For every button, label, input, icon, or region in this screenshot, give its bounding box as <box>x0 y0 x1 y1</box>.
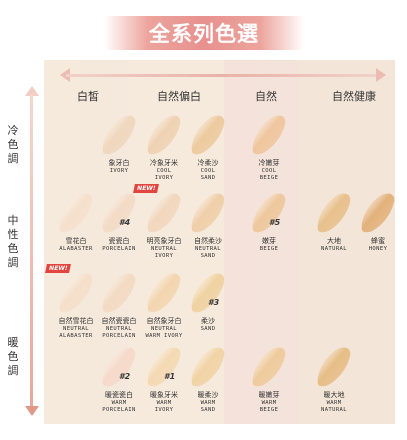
shade-name-zh: 暖瓷瓷白 <box>105 391 133 399</box>
shade-name-zh: 嫩芽 <box>262 237 276 245</box>
rank-badge: #1 <box>164 372 176 381</box>
shade-name-en-line1: NEUTRAL <box>63 326 89 332</box>
shade-name-en-line2: IVORY <box>154 253 174 259</box>
shade-name-zh: 蜂蜜 <box>371 237 385 245</box>
shade-name-en-line1: WARM <box>200 400 216 406</box>
shade-swatch-warm-ivory <box>140 344 188 388</box>
shade-name-en-line1: SAND <box>200 326 216 332</box>
shade-name-zh: 自然雪花白 <box>58 317 94 325</box>
shade-name-en-line1: HONEY <box>368 246 388 252</box>
shade-name-en-line1: WARM <box>156 400 172 406</box>
page-title: 全系列色選 <box>149 22 259 46</box>
shade-swatch-cool-sand <box>184 112 232 156</box>
shade-name-en-line1: WARM <box>111 400 127 406</box>
shade-swatch-cool-ivory <box>140 112 188 156</box>
shade-name-en-line2: NATURAL <box>321 407 347 413</box>
shade-name-en-line1: WARM <box>326 400 342 406</box>
shade-name-en-line2: IVORY <box>154 175 174 181</box>
shade-swatch-alabaster <box>52 190 100 234</box>
shade-name-zh: 冷嫩芽 <box>258 159 280 167</box>
shade-name-en-line2: ALABASTER <box>59 333 93 339</box>
shade-name-en-line2: WARM IVORY <box>145 333 183 339</box>
shade-swatch-beige <box>245 190 293 234</box>
new-badge: NEW! <box>133 184 160 193</box>
shade-name-zh: 自然象牙白 <box>146 317 182 325</box>
shade-name-en-line1: NEUTRAL <box>195 246 221 252</box>
shade-name-zh: 自然瓷瓷白 <box>101 317 137 325</box>
shade-name-zh: 大地 <box>327 237 341 245</box>
shade-name-zh: 柔沙 <box>201 317 215 325</box>
shade-name-en-line1: PORCELAIN <box>102 246 136 252</box>
shade-swatch-neutral-warm-ivory <box>140 270 188 314</box>
shade-name-en-line2: SAND <box>200 253 216 259</box>
shade-name-en-line1: COOL <box>156 168 172 174</box>
shade-name-zh: 自然柔沙 <box>194 237 222 245</box>
shade-name-zh: 明亮象牙白 <box>146 237 182 245</box>
shade-name-en-line2: SAND <box>200 407 216 413</box>
row-label-warm: 暖色調 <box>7 336 19 377</box>
shade-swatch-warm-porcelain <box>95 344 143 388</box>
shade-name-en-line2: SAND <box>200 175 216 181</box>
shade-name-en-line1: NEUTRAL <box>151 326 177 332</box>
shade-name-zh: 暖嫩芽 <box>258 391 280 399</box>
title-banner: 全系列色選 <box>104 16 304 50</box>
shade-name-zh: 雪花白 <box>65 237 87 245</box>
shade-name-zh: 暖大地 <box>323 391 345 399</box>
shade-name-en-line1: NATURAL <box>321 246 347 252</box>
shade-name-zh: 象牙白 <box>108 159 130 167</box>
column-header-natural: 自然 <box>255 90 277 103</box>
shade-name-en-line2: IVORY <box>154 407 174 413</box>
shade-swatch-neutral-porcelain <box>95 270 143 314</box>
horizontal-double-arrow-icon <box>60 68 386 82</box>
rank-badge: #3 <box>208 298 220 307</box>
rank-badge: #4 <box>119 218 131 227</box>
shade-swatch-neutral-ivory <box>140 190 188 234</box>
shade-name-en-line2: BEIGE <box>259 407 279 413</box>
shade-swatch-warm-sand <box>184 344 232 388</box>
shade-swatch-sand <box>184 270 232 314</box>
shade-swatch-natural <box>310 190 358 234</box>
shade-name-zh: 暖柔沙 <box>197 391 219 399</box>
shade-swatch-cool-beige <box>245 112 293 156</box>
shade-name-en-line1: WARM <box>261 400 277 406</box>
shade-name-en-line1: BEIGE <box>259 246 279 252</box>
shade-name-en-line2: PORCELAIN <box>102 333 136 339</box>
shade-swatch-porcelain <box>95 190 143 234</box>
shade-swatch-warm-beige <box>245 344 293 388</box>
shade-swatch-honey <box>354 190 402 234</box>
new-badge: NEW! <box>45 264 72 273</box>
vertical-double-arrow-icon <box>25 86 39 416</box>
shade-swatch-ivory <box>95 112 143 156</box>
shade-name-en-line1: NEUTRAL <box>106 326 132 332</box>
shade-name-en-line1: ALABASTER <box>59 246 93 252</box>
shade-name-en-line1: IVORY <box>109 168 129 174</box>
shade-swatch-neutral-alabaster <box>52 270 100 314</box>
shade-name-zh: 冷柔沙 <box>197 159 219 167</box>
column-header-natural-healthy: 自然健康 <box>332 90 376 103</box>
shade-name-en-line2: BEIGE <box>259 175 279 181</box>
rank-badge: #5 <box>269 218 281 227</box>
shade-name-zh: 暖象牙米 <box>150 391 178 399</box>
shade-name-zh: 冷象牙米 <box>150 159 178 167</box>
rank-badge: #2 <box>119 372 131 381</box>
row-label-neutral: 中性色調 <box>7 214 19 269</box>
shade-name-en-line1: NEUTRAL <box>151 246 177 252</box>
shade-swatch-neutral-sand <box>184 190 232 234</box>
shade-swatch-warm-natural <box>310 344 358 388</box>
shade-name-en-line2: PORCELAIN <box>102 407 136 413</box>
shade-name-zh: 瓷瓷白 <box>108 237 130 245</box>
shade-name-en-line1: COOL <box>261 168 277 174</box>
shade-name-en-line1: COOL <box>200 168 216 174</box>
column-header-natural-light: 自然偏白 <box>157 90 201 103</box>
column-header-fair: 白皙 <box>77 90 99 103</box>
row-label-cool: 冷色調 <box>7 124 19 165</box>
